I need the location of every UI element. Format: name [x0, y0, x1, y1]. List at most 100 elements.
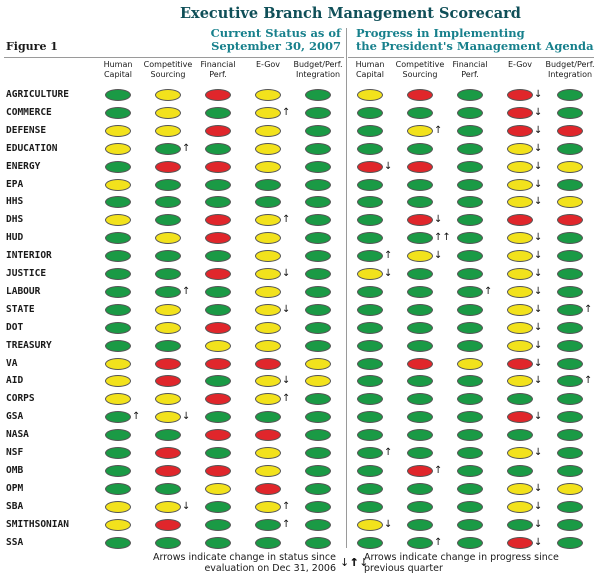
down-arrow-icon: ↓	[534, 124, 543, 136]
progress-rating-dot	[407, 178, 433, 191]
status-rating-dot	[105, 250, 131, 263]
progress-rating-dot	[407, 214, 433, 227]
progress-rating-dot	[507, 393, 533, 406]
status-rating-dot	[255, 250, 281, 263]
progress-rating-dot	[457, 447, 483, 459]
status-rating-dot	[155, 106, 181, 119]
status-rating-dot	[255, 142, 281, 155]
progress-rating-dot	[557, 232, 583, 245]
down-arrow-icon: ↓	[434, 214, 443, 226]
status-rating-dot	[105, 339, 131, 352]
up-arrow-icon: ↑	[384, 250, 393, 262]
progress-rating-dot	[457, 536, 483, 549]
agency-label: AGRICULTURE	[6, 89, 69, 100]
progress-rating-dot	[457, 250, 483, 263]
column-header-line: Budget/Perf.	[545, 60, 595, 69]
status-rating-dot	[205, 357, 231, 370]
status-rating-dot	[205, 268, 231, 280]
progress-rating-dot	[557, 393, 583, 406]
progress-rating-dot	[457, 357, 483, 370]
up-arrow-icon: ↑	[434, 124, 443, 136]
progress-rating-dot	[507, 536, 533, 549]
status-rating-dot	[205, 106, 231, 119]
status-rating-dot	[105, 536, 131, 549]
up-arrow-icon: ↑	[282, 518, 291, 530]
footnote-status-arrows-icon: ↓↑	[340, 556, 359, 569]
progress-rating-dot	[357, 142, 383, 155]
status-rating-dot	[155, 339, 181, 352]
progress-rating-dot	[557, 357, 583, 370]
progress-rating-dot	[357, 160, 383, 173]
column-header-line: Financial	[452, 60, 488, 69]
status-rating-dot	[155, 500, 181, 513]
status-rating-dot	[305, 250, 331, 263]
progress-rating-dot	[407, 375, 433, 388]
progress-rating-dot	[457, 124, 483, 137]
agency-label: INTERIOR	[6, 250, 52, 262]
footnote-line: Arrows indicate change in status since	[152, 552, 336, 563]
progress-rating-dot	[557, 339, 583, 352]
status-rating-dot	[155, 214, 181, 227]
status-rating-dot	[155, 482, 181, 495]
column-header-line: Integration	[547, 70, 593, 79]
status-rating-dot	[305, 303, 331, 316]
progress-rating-dot	[357, 357, 383, 370]
progress-rating-dot	[457, 285, 483, 298]
status-rating-dot	[305, 536, 331, 549]
header-rule-left	[4, 57, 344, 58]
progress-rating-dot	[357, 214, 383, 227]
progress-rating-dot	[407, 429, 433, 442]
agency-label: CORPS	[6, 393, 35, 405]
status-rating-dot	[255, 357, 281, 370]
status-rating-dot	[255, 214, 281, 227]
status-rating-dot	[305, 357, 331, 370]
agency-label: VA	[6, 357, 18, 369]
progress-rating-dot	[507, 375, 533, 388]
progress-rating-dot	[357, 124, 383, 137]
progress-rating-dot	[407, 268, 433, 280]
down-arrow-icon: ↓	[182, 411, 191, 423]
column-header: Human Capital	[340, 60, 400, 80]
progress-rating-dot	[357, 482, 383, 495]
progress-rating-dot	[407, 106, 433, 119]
status-rating-dot	[105, 89, 131, 101]
progress-rating-dot	[557, 303, 583, 316]
column-header-line: Sourcing	[402, 70, 438, 79]
up-arrow-icon: ↑	[182, 142, 191, 154]
progress-rating-dot	[407, 482, 433, 495]
progress-rating-dot	[357, 89, 383, 101]
status-rating-dot	[205, 447, 231, 459]
footnote-line: Arrows indicate change in progress since	[364, 552, 559, 563]
status-rating-dot	[155, 160, 181, 173]
progress-rating-dot	[507, 500, 533, 513]
progress-rating-dot	[457, 268, 483, 280]
progress-rating-dot	[457, 482, 483, 495]
down-arrow-icon: ↓	[384, 518, 393, 530]
agency-label: NSF	[6, 447, 24, 458]
progress-rating-dot	[357, 303, 383, 316]
progress-rating-dot	[557, 375, 583, 388]
progress-rating-dot	[357, 464, 383, 477]
status-rating-dot	[255, 393, 281, 406]
agency-label: AID	[6, 375, 24, 387]
status-rating-dot	[105, 160, 131, 173]
progress-rating-dot	[557, 500, 583, 513]
agency-label: NASA	[6, 429, 29, 441]
status-rating-dot	[305, 89, 331, 101]
footnote-line: evaluation on Dec 31, 2006	[204, 563, 336, 574]
status-rating-dot	[255, 106, 281, 119]
progress-rating-dot	[507, 89, 533, 101]
progress-rating-dot	[507, 357, 533, 370]
progress-rating-dot	[357, 500, 383, 513]
progress-rating-dot	[557, 268, 583, 280]
status-rating-dot	[205, 250, 231, 263]
status-rating-dot	[205, 464, 231, 477]
column-header-line: Competitive	[395, 60, 445, 69]
column-header: Competitive Sourcing	[390, 60, 450, 80]
up-arrow-icon: ↑	[584, 375, 593, 387]
down-arrow-icon: ↓	[534, 232, 543, 244]
status-rating-dot	[105, 429, 131, 442]
progress-rating-dot	[507, 339, 533, 352]
up-arrow-icon: ↑↑	[434, 232, 451, 244]
section-heading-progress: Progress in Implementing the President's…	[356, 27, 594, 53]
